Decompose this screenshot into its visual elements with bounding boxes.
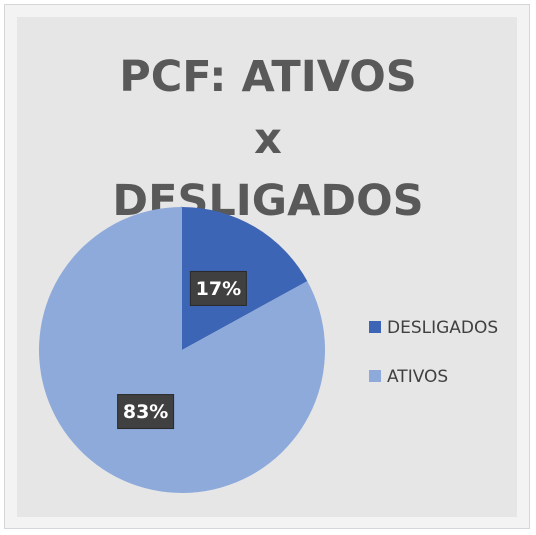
legend-label: DESLIGADOS (387, 318, 498, 338)
data-label-box (189, 270, 247, 306)
legend-swatch (369, 321, 381, 333)
data-label: 17% (196, 278, 241, 300)
chart-title: PCF: ATIVOS x DESLIGADOS (112, 52, 424, 226)
data-label: 83% (123, 401, 168, 423)
legend-label: ATIVOS (387, 367, 448, 387)
legend-swatch (369, 370, 381, 382)
pie-slice (39, 207, 326, 494)
data-label-box (117, 394, 175, 430)
